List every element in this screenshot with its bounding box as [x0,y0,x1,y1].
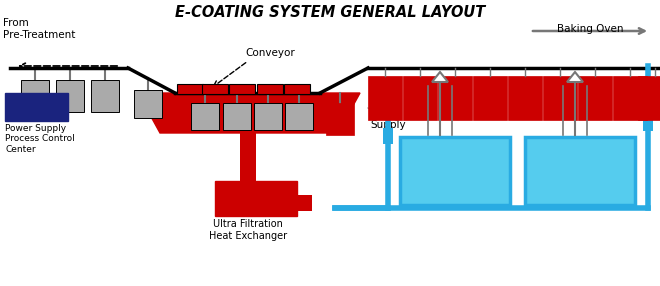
Bar [473,76,507,120]
Bar [613,76,647,120]
Bar [400,137,510,205]
Bar [223,103,251,130]
Bar [257,84,283,94]
Bar [177,84,203,94]
Text: Conveyor: Conveyor [245,48,295,58]
Bar [326,103,354,135]
Bar [383,128,393,144]
Bar [508,76,542,120]
Bar [638,76,660,120]
Text: From
Pre-Treatment: From Pre-Treatment [3,18,75,39]
Bar [215,181,297,216]
Bar [240,133,256,181]
Text: Ultra Filtration
Heat Exchanger: Ultra Filtration Heat Exchanger [209,219,287,241]
Text: Paint
Supply: Paint Supply [370,108,406,130]
Bar [297,195,312,211]
Bar [134,90,162,118]
Bar [438,76,472,120]
Polygon shape [138,93,360,133]
Bar [5,93,68,121]
Polygon shape [567,72,583,82]
Bar [403,76,437,120]
Bar [368,76,402,120]
Text: Baking Oven: Baking Oven [557,24,623,34]
Bar [56,80,84,112]
Bar [229,84,255,94]
Bar [202,84,228,94]
Bar [543,76,577,120]
Bar [525,137,635,205]
Bar [191,103,219,130]
Bar [285,103,313,130]
Bar [578,76,612,120]
Text: Power Supply
Process Control
Center: Power Supply Process Control Center [5,124,75,154]
Text: E-COATING SYSTEM GENERAL LAYOUT: E-COATING SYSTEM GENERAL LAYOUT [175,5,485,20]
Bar [284,84,310,94]
Bar [21,80,49,112]
Polygon shape [432,72,448,82]
Bar [254,103,282,130]
Bar [643,115,653,131]
Bar [91,80,119,112]
